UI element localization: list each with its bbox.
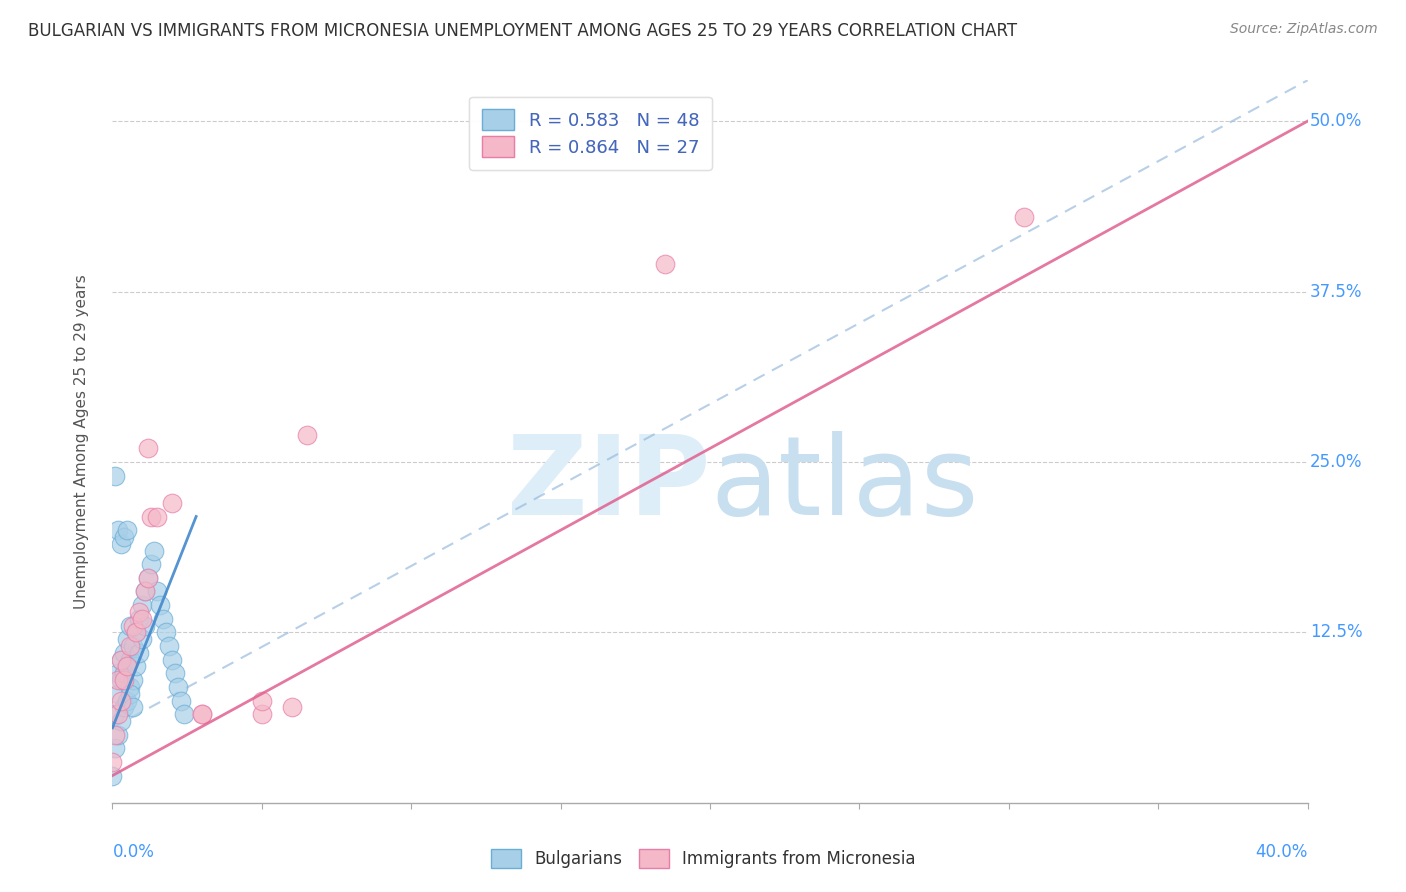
Point — [120, 680, 142, 694]
Point — [138, 571, 160, 585]
Point — [162, 496, 183, 510]
Point — [162, 653, 183, 667]
Text: 50.0%: 50.0% — [1310, 112, 1362, 130]
Point — [110, 653, 132, 667]
Point — [1012, 210, 1035, 224]
Text: 12.5%: 12.5% — [1310, 624, 1362, 641]
Point — [128, 612, 150, 626]
Point — [149, 598, 172, 612]
Point — [134, 618, 156, 632]
Point — [125, 625, 148, 640]
Point — [110, 537, 132, 551]
Point — [101, 768, 124, 782]
Text: atlas: atlas — [710, 432, 979, 539]
Point — [125, 625, 148, 640]
Point — [155, 625, 177, 640]
Point — [143, 543, 166, 558]
Point — [250, 707, 273, 722]
Point — [117, 523, 139, 537]
Text: 25.0%: 25.0% — [1310, 453, 1362, 471]
Text: ZIP: ZIP — [506, 432, 710, 539]
Point — [114, 646, 135, 660]
Point — [138, 571, 160, 585]
Point — [250, 693, 273, 707]
Point — [170, 693, 193, 707]
Point — [104, 468, 127, 483]
Point — [117, 693, 139, 707]
Point — [157, 639, 180, 653]
Text: 37.5%: 37.5% — [1310, 283, 1362, 301]
Point — [101, 755, 124, 769]
Point — [167, 680, 190, 694]
Point — [281, 700, 304, 714]
Point — [114, 666, 135, 681]
Legend: Bulgarians, Immigrants from Micronesia: Bulgarians, Immigrants from Micronesia — [484, 842, 922, 875]
Point — [134, 584, 156, 599]
Point — [146, 584, 169, 599]
Point — [114, 530, 135, 544]
Point — [122, 639, 145, 653]
Point — [131, 612, 153, 626]
Point — [114, 673, 135, 687]
Point — [104, 741, 127, 756]
Point — [117, 632, 139, 647]
Point — [295, 427, 318, 442]
Point — [125, 659, 148, 673]
Point — [107, 666, 129, 681]
Point — [107, 523, 129, 537]
Legend: R = 0.583   N = 48, R = 0.864   N = 27: R = 0.583 N = 48, R = 0.864 N = 27 — [470, 96, 711, 169]
Point — [122, 700, 145, 714]
Point — [104, 707, 127, 722]
Point — [152, 612, 174, 626]
Point — [146, 509, 169, 524]
Point — [114, 700, 135, 714]
Point — [122, 673, 145, 687]
Y-axis label: Unemployment Among Ages 25 to 29 years: Unemployment Among Ages 25 to 29 years — [75, 274, 89, 609]
Point — [191, 707, 214, 722]
Point — [117, 659, 139, 673]
Point — [120, 653, 142, 667]
Point — [120, 687, 142, 701]
Point — [117, 659, 139, 673]
Point — [191, 707, 214, 722]
Point — [120, 639, 142, 653]
Point — [110, 714, 132, 728]
Point — [141, 509, 163, 524]
Point — [107, 673, 129, 687]
Point — [110, 653, 132, 667]
Point — [107, 728, 129, 742]
Point — [128, 605, 150, 619]
Point — [131, 598, 153, 612]
Point — [141, 558, 163, 572]
Text: 40.0%: 40.0% — [1256, 843, 1308, 861]
Point — [131, 632, 153, 647]
Text: 0.0%: 0.0% — [112, 843, 155, 861]
Point — [120, 618, 142, 632]
Point — [134, 584, 156, 599]
Point — [128, 646, 150, 660]
Point — [173, 707, 195, 722]
Point — [110, 693, 132, 707]
Point — [107, 707, 129, 722]
Point — [165, 666, 187, 681]
Point — [104, 728, 127, 742]
Point — [107, 687, 129, 701]
Point — [654, 257, 676, 271]
Text: BULGARIAN VS IMMIGRANTS FROM MICRONESIA UNEMPLOYMENT AMONG AGES 25 TO 29 YEARS C: BULGARIAN VS IMMIGRANTS FROM MICRONESIA … — [28, 22, 1018, 40]
Point — [110, 673, 132, 687]
Point — [138, 442, 160, 456]
Point — [122, 618, 145, 632]
Text: Source: ZipAtlas.com: Source: ZipAtlas.com — [1230, 22, 1378, 37]
